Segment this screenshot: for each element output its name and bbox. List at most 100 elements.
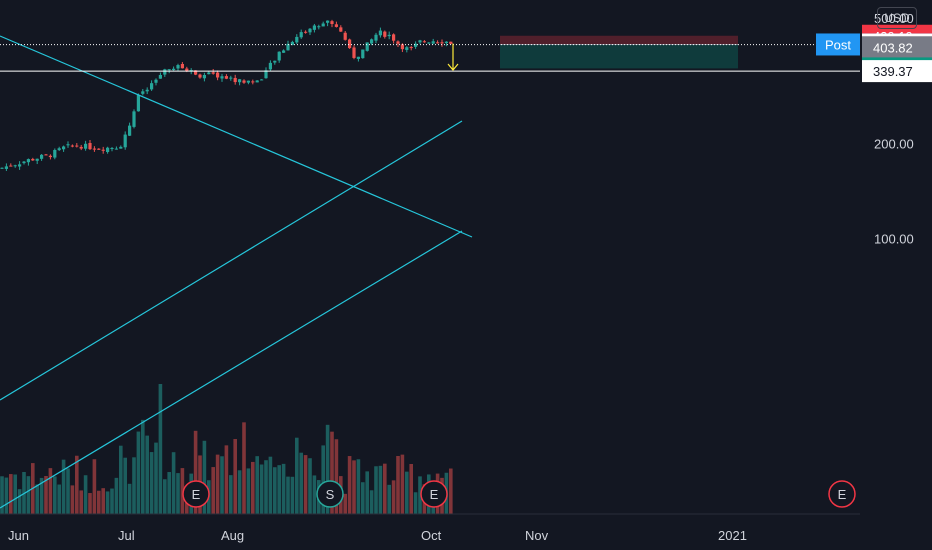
candle-body <box>374 34 378 41</box>
volume-bar <box>352 460 356 514</box>
volume-bar <box>61 459 66 514</box>
volume-bar <box>17 489 22 514</box>
candle-body <box>79 146 83 149</box>
candle-body <box>431 41 435 44</box>
volume-bar <box>114 477 119 514</box>
volume-bar <box>378 465 383 514</box>
candle-body <box>326 20 330 23</box>
volume-bar <box>123 457 127 514</box>
volume-bar <box>409 463 413 514</box>
candle-body <box>370 39 374 44</box>
candle-body <box>84 143 88 149</box>
candle-body <box>18 164 22 167</box>
volume-bar <box>400 454 405 514</box>
earnings-marker <box>182 480 210 508</box>
candle-body <box>277 51 281 61</box>
volume-bar <box>83 475 88 514</box>
volume-bar <box>66 468 70 514</box>
volume-bar <box>79 490 83 514</box>
candle-body <box>9 165 13 167</box>
volume-bar <box>180 468 185 514</box>
volume-bar <box>347 456 352 514</box>
candle-body <box>436 42 440 44</box>
candle-body <box>330 21 334 25</box>
volume-bar <box>211 467 215 514</box>
candle-body <box>299 32 303 38</box>
candle-body <box>154 79 158 83</box>
candle-body <box>308 28 312 33</box>
candle-body <box>119 146 123 149</box>
volume-bar <box>70 485 75 514</box>
earnings-marker <box>828 480 856 508</box>
volume-bar <box>193 430 198 514</box>
candle-body <box>22 161 26 164</box>
split-marker <box>316 480 344 508</box>
volume-bar <box>141 419 145 514</box>
candle-body <box>427 42 431 44</box>
candle-body <box>356 56 360 59</box>
candle-body <box>141 91 145 94</box>
volume-bar <box>369 490 374 514</box>
candle-body <box>194 70 198 75</box>
candle-body <box>449 41 453 44</box>
event-marker-label: E <box>192 487 201 502</box>
candle-body <box>163 69 167 75</box>
price-tick: 500.00 <box>874 11 914 26</box>
candle-body <box>198 74 202 78</box>
candle-body <box>312 25 316 30</box>
candle-body <box>224 76 228 79</box>
volume-bar <box>264 460 268 514</box>
price-tag <box>862 36 932 59</box>
volume-bar <box>202 440 207 514</box>
candle-body <box>211 72 215 74</box>
drawings <box>0 35 860 509</box>
volume-bar <box>145 435 149 514</box>
candle-body <box>70 145 74 147</box>
volume-bar <box>405 471 409 514</box>
candle-body <box>383 31 387 37</box>
candle-body <box>352 47 356 58</box>
candle-body <box>334 24 338 27</box>
candle-body <box>295 36 299 43</box>
candle-body <box>400 44 404 50</box>
trend-line-upper <box>0 35 473 238</box>
candle-body <box>260 79 264 81</box>
channel-line-top <box>0 120 463 401</box>
time-tick: Nov <box>525 528 549 543</box>
candle-body <box>106 147 110 153</box>
candle-body <box>185 68 189 71</box>
volume-bar <box>92 459 97 514</box>
channel-line-bottom <box>0 230 463 509</box>
time-axis: Jun Jul Aug Oct Nov 2021 <box>0 513 860 543</box>
volume-bar <box>242 422 246 514</box>
volume-bar <box>48 468 53 514</box>
candle-body <box>290 41 294 45</box>
candle-body <box>44 154 48 156</box>
candle-body <box>409 47 413 49</box>
post-market-label-box <box>816 33 860 56</box>
candle-body <box>282 50 286 53</box>
candle-body <box>220 76 224 79</box>
volume-bar <box>229 475 233 514</box>
time-tick: 2021 <box>718 528 747 543</box>
volume-bar <box>26 476 31 514</box>
candle-body <box>418 40 422 43</box>
currency-button[interactable]: USD <box>877 7 917 29</box>
volume-bar <box>13 474 17 514</box>
candle-body <box>48 155 52 158</box>
candle-body <box>238 79 242 83</box>
volume-bar <box>343 493 347 514</box>
candle-body <box>136 94 140 112</box>
candle-body <box>339 27 343 32</box>
candle-body <box>31 158 35 161</box>
volume-bar <box>105 491 110 514</box>
candle-body <box>40 154 44 159</box>
volume-bar <box>97 490 101 514</box>
candle-body <box>97 148 101 150</box>
price-tick: 100.00 <box>874 232 914 247</box>
candle-body <box>365 42 369 51</box>
volume-bar <box>53 476 57 514</box>
volume-bar <box>383 463 387 514</box>
candle-body <box>35 158 39 161</box>
